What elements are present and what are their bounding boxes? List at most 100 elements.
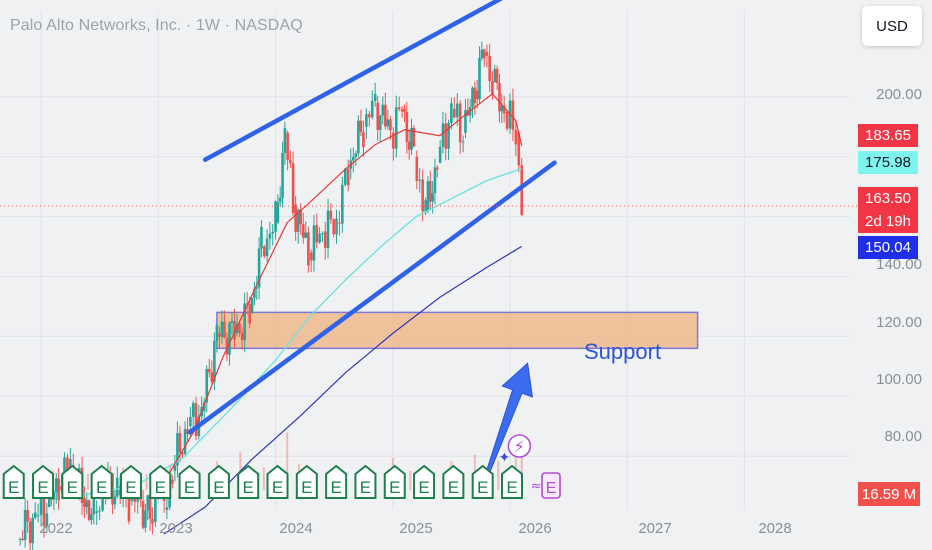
last-price-tag: 163.50 (858, 187, 918, 210)
earnings-badge-letter: E (448, 478, 459, 497)
candle-body (223, 321, 226, 339)
candle-body (253, 288, 256, 298)
candle-body (218, 333, 221, 337)
candle-body (389, 119, 392, 131)
earnings-badge (207, 464, 230, 499)
candle-body (271, 231, 275, 234)
candle-body (202, 402, 206, 412)
candle-body (210, 372, 214, 382)
candle-body (228, 322, 231, 355)
candle-body (286, 132, 289, 161)
candle-body (274, 201, 277, 232)
x-tick-label: 2023 (159, 520, 193, 537)
candle-body (400, 109, 404, 112)
upcoming-earnings-letter: E (546, 480, 557, 497)
candle-body (323, 231, 327, 248)
earnings-badge (61, 464, 84, 499)
earnings-badge-letter: E (155, 478, 166, 497)
candle-body (154, 496, 157, 522)
candle-body (278, 197, 282, 202)
countdown-tag: 2d 19h (858, 210, 918, 233)
earnings-badge-letter: E (477, 478, 488, 497)
candle-body (458, 103, 462, 143)
earnings-badge-letter: E (96, 478, 107, 497)
earnings-badge (325, 464, 348, 499)
candle-body (309, 252, 313, 261)
candle-body (265, 238, 269, 257)
volume-bar (497, 461, 500, 490)
volume-bar (520, 436, 523, 490)
earnings-badge (178, 464, 201, 499)
x-tick-label: 2025 (399, 520, 433, 537)
candle-body (301, 224, 305, 238)
earnings-badge-letter: E (272, 478, 283, 497)
candle-body (45, 513, 49, 527)
earnings-badge (149, 464, 172, 499)
candle-body (392, 132, 395, 149)
candle-body (39, 493, 43, 516)
candle-body (418, 179, 422, 181)
candle-body (365, 114, 368, 127)
earnings-badge (90, 464, 113, 499)
earnings-badge-letter: E (213, 478, 224, 497)
candle-body (386, 119, 390, 127)
candle-body (421, 179, 424, 212)
candle-body (410, 127, 413, 150)
candle-body (127, 497, 131, 522)
candle-body (243, 303, 246, 341)
earnings-badge (501, 464, 523, 499)
candle-body (23, 510, 27, 541)
candle-body (511, 100, 515, 130)
candle-body (373, 94, 377, 101)
y-tick-label: 120.00 (876, 314, 922, 331)
candle-body (407, 141, 411, 150)
candle-body (289, 160, 292, 164)
candle-body (146, 495, 150, 511)
candle-body (233, 320, 236, 340)
earnings-badge-letter: E (184, 478, 195, 497)
candle-body (42, 493, 46, 527)
earnings-badge (2, 464, 25, 499)
channel-trendline (202, 0, 504, 162)
candle-body (191, 403, 195, 417)
candle-body (281, 152, 284, 198)
support-annotation: Support (584, 339, 662, 364)
candle-body (384, 104, 387, 127)
candle-body (500, 105, 504, 112)
candle-body (26, 510, 29, 522)
candle-body (115, 477, 119, 497)
candle-body (426, 181, 430, 211)
candle-body (87, 500, 91, 520)
earnings-badge-letter: E (360, 478, 371, 497)
approx-icon: ≈ (531, 479, 542, 494)
candle-body (113, 496, 117, 505)
candle-body (276, 201, 280, 223)
candle-body (215, 324, 219, 341)
candle-body (312, 225, 316, 261)
chart-title: Palo Alto Networks, Inc. · 1W · NASDAQ (10, 17, 303, 34)
candle-body (381, 104, 385, 116)
candle-body (181, 452, 184, 455)
candle-body (332, 219, 335, 235)
candle-body (18, 538, 22, 540)
earnings-badge-letter: E (67, 478, 78, 497)
candle-body (173, 465, 177, 472)
candle-body (318, 233, 321, 243)
candle-body (433, 167, 437, 194)
blue-ma-price-tag: 150.04 (858, 236, 918, 259)
volume-bar (86, 474, 89, 490)
currency-button[interactable]: USD (862, 6, 922, 46)
candle-body (359, 120, 363, 133)
candle-body (376, 102, 380, 130)
candle-body (299, 209, 303, 225)
candle-body (98, 510, 101, 512)
candle-body (21, 538, 24, 541)
ma-cyan-line (64, 168, 522, 499)
candle-body (257, 248, 261, 288)
candle-body (225, 338, 229, 355)
candle-body (378, 115, 382, 130)
candle-body (240, 332, 244, 341)
volume-bar (286, 432, 289, 490)
